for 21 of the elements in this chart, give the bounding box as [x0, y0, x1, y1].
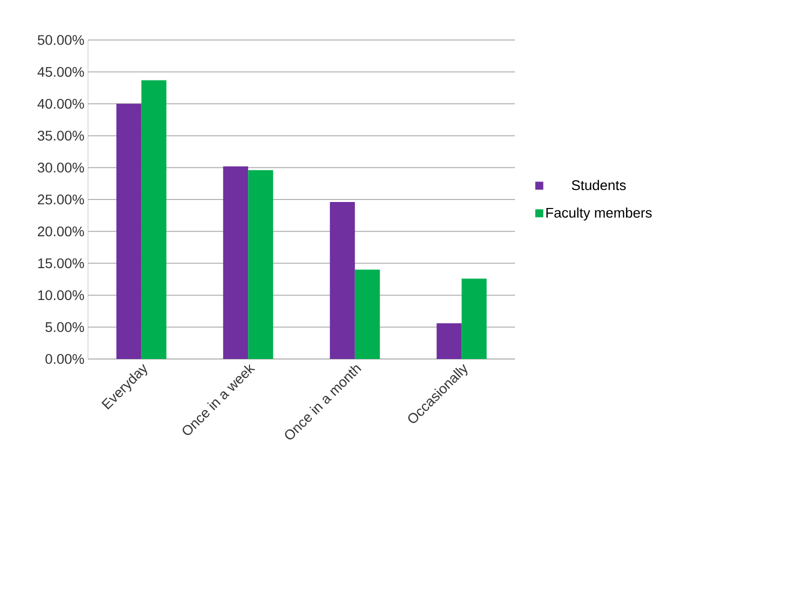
- y-tick-label: 45.00%: [37, 66, 84, 77]
- bar: [436, 323, 462, 359]
- bar: [354, 270, 380, 359]
- y-tick-label: 20.00%: [38, 226, 84, 236]
- legend-label: Faculty members: [546, 207, 652, 220]
- y-tick-label: 10.00%: [38, 290, 84, 300]
- y-tick-label: 35.00%: [38, 130, 84, 141]
- y-tick-label: 15.00%: [38, 258, 84, 268]
- bar: [330, 202, 355, 359]
- bar: [248, 170, 274, 359]
- y-tick-label: 25.00%: [38, 194, 84, 204]
- y-tick-label: 0.00%: [45, 354, 84, 364]
- bar: [223, 166, 248, 359]
- y-tick-label: 40.00%: [37, 98, 84, 109]
- bar: [116, 104, 142, 359]
- bar: [141, 80, 166, 359]
- y-tick-label: 30.00%: [38, 162, 84, 173]
- y-tick-label: 5.00%: [46, 322, 84, 332]
- y-tick-label: 50.00%: [38, 35, 84, 45]
- legend-label: Students: [572, 180, 626, 190]
- bar: [462, 278, 487, 359]
